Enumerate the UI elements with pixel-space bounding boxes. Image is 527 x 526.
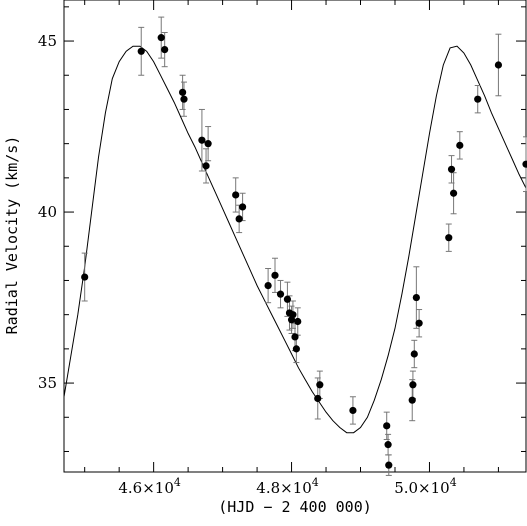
data-point <box>161 45 169 54</box>
data-point <box>408 396 416 404</box>
data-point <box>385 461 393 469</box>
y-tick-labels: 35 40 45 <box>38 32 57 392</box>
data-point <box>522 160 527 168</box>
data-points <box>81 34 527 469</box>
x-axis-title: (HJD − 2 400 000) <box>218 498 372 516</box>
y-tick-label: 45 <box>38 32 57 50</box>
data-point <box>412 293 420 302</box>
data-point <box>384 441 392 449</box>
error-bars <box>81 16 527 476</box>
data-point <box>409 381 417 389</box>
data-point <box>179 88 187 96</box>
axis-ticks <box>64 0 526 472</box>
data-point <box>383 422 391 430</box>
data-point <box>180 95 188 103</box>
y-tick-label: 40 <box>38 203 57 221</box>
y-tick-label: 35 <box>38 374 57 392</box>
data-point <box>494 61 503 69</box>
data-point <box>456 141 464 149</box>
fit-curve-group <box>63 45 527 434</box>
data-point <box>235 215 243 223</box>
data-point <box>264 281 272 290</box>
data-point <box>202 162 210 170</box>
data-point <box>445 234 453 242</box>
data-point <box>294 317 302 326</box>
data-point <box>447 165 456 173</box>
data-point <box>314 394 322 403</box>
data-point <box>291 333 299 341</box>
data-point <box>198 136 206 144</box>
x-tick-label: 5.0×104 <box>394 476 457 497</box>
data-point <box>232 191 240 199</box>
data-point <box>449 189 458 197</box>
plot-area-border <box>63 0 527 473</box>
data-point <box>349 406 357 415</box>
x-tick-label: 4.6×104 <box>118 476 181 497</box>
data-point <box>137 47 145 55</box>
data-point <box>204 140 212 148</box>
data-point <box>289 311 297 319</box>
plot-frame <box>63 0 527 473</box>
data-point <box>238 203 247 211</box>
data-point <box>81 273 89 281</box>
data-point <box>271 271 279 279</box>
data-point <box>292 345 300 353</box>
data-point <box>157 34 165 42</box>
y-axis-title: Radial Velocity (km/s) <box>3 136 21 335</box>
data-point <box>276 290 285 298</box>
data-point <box>283 295 292 303</box>
data-point <box>316 381 324 389</box>
x-tick-label: 4.8×104 <box>256 476 319 497</box>
orbit-fit-curve <box>63 45 527 434</box>
data-point <box>415 319 423 327</box>
x-tick-labels: 4.6×104 4.8×104 5.0×104 <box>118 476 456 497</box>
data-point <box>474 95 482 103</box>
data-point <box>410 350 418 358</box>
